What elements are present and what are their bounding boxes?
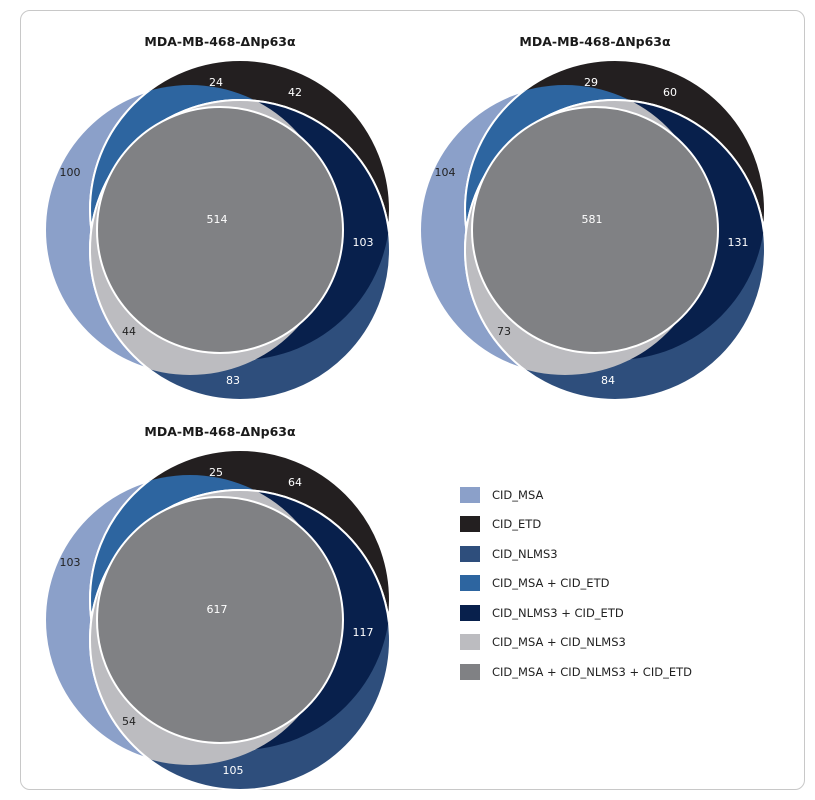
venn-title-1: MDA-MB-468-ΔNp63α	[144, 34, 296, 49]
legend-label-msa-etd: CID_MSA + CID_ETD	[492, 576, 610, 591]
region-all	[96, 496, 344, 744]
legend-label-all: CID_MSA + CID_NLMS3 + CID_ETD	[492, 664, 692, 679]
legend-label-etd: CID_ETD	[492, 517, 542, 532]
legend-label-nlms3-etd: CID_NLMS3 + CID_ETD	[492, 605, 624, 620]
venn-shapes	[44, 59, 391, 401]
value-label-msa-etd: 29	[584, 76, 598, 89]
venn-diagram-1: 100 24 42 514 103 44 83 MDA-MB-468-ΔNp63α	[44, 34, 391, 401]
value-label-msa: 104	[435, 166, 456, 179]
legend: CID_MSA CID_ETD CID_NLMS3 CID_MSA + CID_…	[460, 480, 692, 687]
venn-panel-3: 103 25 64 617 117 54 105 MDA-MB-468-ΔNp63α	[44, 420, 405, 791]
value-label-nlms3-etd: 131	[728, 236, 749, 249]
legend-label-msa-nlms3: CID_MSA + CID_NLMS3	[492, 635, 626, 650]
value-label-msa-nlms3: 44	[122, 325, 136, 338]
value-label-nlms3-etd: 117	[353, 626, 374, 639]
venn-shapes	[419, 59, 766, 401]
legend-swatch-msa	[460, 486, 480, 503]
value-label-all: 514	[207, 213, 228, 226]
value-label-nlms3: 83	[226, 374, 240, 387]
venn-title-2: MDA-MB-468-ΔNp63α	[519, 34, 671, 49]
value-label-etd: 64	[288, 476, 302, 489]
legend-item-etd: CID_ETD	[460, 510, 692, 540]
venn-panel-1: 100 24 42 514 103 44 83 MDA-MB-468-ΔNp63α	[44, 30, 405, 401]
venn-title-3: MDA-MB-468-ΔNp63α	[144, 424, 296, 439]
legend-item-msa-etd: CID_MSA + CID_ETD	[460, 569, 692, 599]
value-label-nlms3-etd: 103	[353, 236, 374, 249]
value-label-nlms3: 105	[223, 764, 244, 777]
venn-panel-2: 104 29 60 581 131 73 84 MDA-MB-468-ΔNp63α	[419, 30, 780, 401]
venn-diagram-2: 104 29 60 581 131 73 84 MDA-MB-468-ΔNp63α	[419, 34, 766, 401]
legend-swatch-msa-nlms3	[460, 634, 480, 651]
value-label-nlms3: 84	[601, 374, 615, 387]
venn-diagram-3: 103 25 64 617 117 54 105 MDA-MB-468-ΔNp63α	[44, 424, 391, 791]
legend-label-nlms3: CID_NLMS3	[492, 546, 558, 561]
legend-swatch-etd	[460, 516, 480, 533]
value-label-all: 581	[582, 213, 603, 226]
legend-item-all: CID_MSA + CID_NLMS3 + CID_ETD	[460, 657, 692, 687]
value-label-msa: 103	[60, 556, 81, 569]
value-label-msa-etd: 25	[209, 466, 223, 479]
legend-swatch-nlms3	[460, 545, 480, 562]
value-label-msa: 100	[60, 166, 81, 179]
legend-swatch-all	[460, 663, 480, 680]
region-all	[96, 106, 344, 354]
legend-label-msa: CID_MSA	[492, 487, 544, 502]
legend-swatch-nlms3-etd	[460, 604, 480, 621]
legend-item-msa: CID_MSA	[460, 480, 692, 510]
venn-shapes	[44, 449, 391, 791]
value-label-etd: 60	[663, 86, 677, 99]
legend-swatch-msa-etd	[460, 575, 480, 592]
region-all	[471, 106, 719, 354]
value-label-all: 617	[207, 603, 228, 616]
value-label-msa-etd: 24	[209, 76, 223, 89]
legend-item-nlms3-etd: CID_NLMS3 + CID_ETD	[460, 598, 692, 628]
legend-item-msa-nlms3: CID_MSA + CID_NLMS3	[460, 628, 692, 658]
legend-item-nlms3: CID_NLMS3	[460, 539, 692, 569]
value-label-msa-nlms3: 54	[122, 715, 136, 728]
value-label-etd: 42	[288, 86, 302, 99]
value-label-msa-nlms3: 73	[497, 325, 511, 338]
